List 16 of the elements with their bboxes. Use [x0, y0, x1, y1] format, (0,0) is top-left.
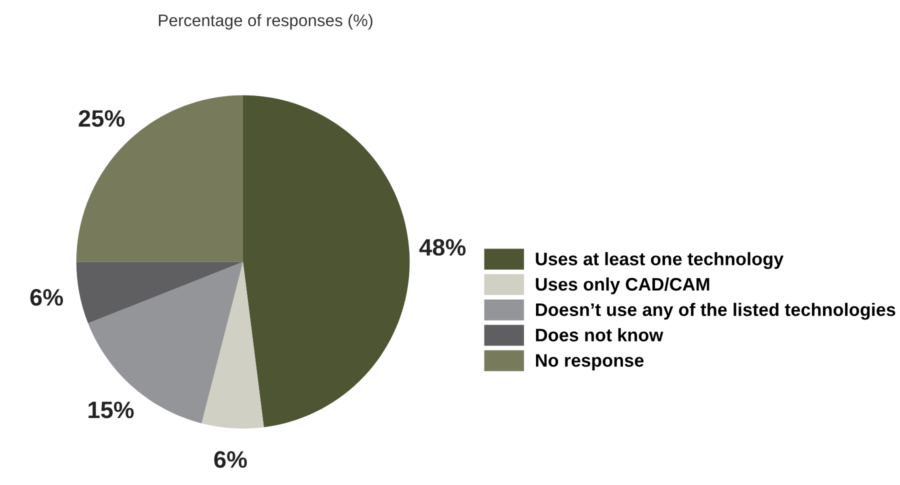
legend-label: Uses only CAD/CAM — [536, 277, 710, 294]
pie-slice — [88, 262, 243, 424]
legend-label: Uses at least one technology — [536, 252, 784, 269]
pie-slice — [76, 95, 243, 262]
data-label: 15% — [88, 402, 134, 418]
pie-slice — [76, 262, 243, 324]
data-label: 6% — [30, 288, 63, 306]
data-label: 48% — [419, 238, 466, 256]
legend-label: Does not know — [536, 328, 664, 342]
legend-label: No response — [536, 354, 644, 370]
data-label: 25% — [78, 110, 125, 127]
data-label: 6% — [214, 451, 247, 468]
legend-label: Doesn’t use any of the listed technologies — [536, 302, 896, 320]
pie-slice — [243, 95, 410, 428]
pie-slice — [202, 262, 264, 429]
chart-title: Percentage of responses (%) — [158, 14, 372, 30]
